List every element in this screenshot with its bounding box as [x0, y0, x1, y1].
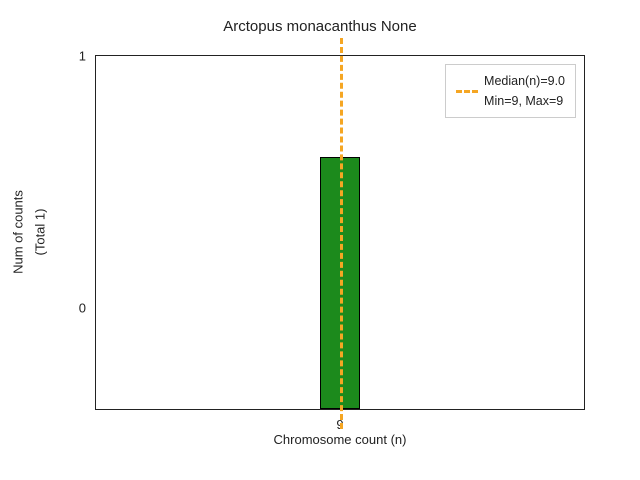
chart-root: Arctopus monacanthus None 0 1 9 Median(n… [0, 0, 640, 480]
chart-title: Arctopus monacanthus None [0, 18, 640, 35]
legend-box[interactable]: Median(n)=9.0 Min=9, Max=9 [445, 64, 576, 118]
legend-dash-icon [456, 90, 478, 93]
y-axis-label: Num of counts [11, 190, 26, 274]
x-axis-label: Chromosome count (n) [95, 432, 585, 447]
legend-label-minmax: Min=9, Max=9 [484, 91, 565, 111]
y-tick-label-1[interactable]: 1 [79, 49, 86, 64]
plot-area: 0 1 9 Median(n)=9.0 Min=9, Max=9 [95, 55, 585, 410]
median-line[interactable] [340, 38, 343, 429]
y-axis-total-label: (Total 1) [33, 209, 48, 256]
legend-label-median: Median(n)=9.0 [484, 71, 565, 91]
legend-entry-median: Median(n)=9.0 Min=9, Max=9 [456, 71, 565, 111]
y-tick-label-0[interactable]: 0 [79, 301, 86, 316]
